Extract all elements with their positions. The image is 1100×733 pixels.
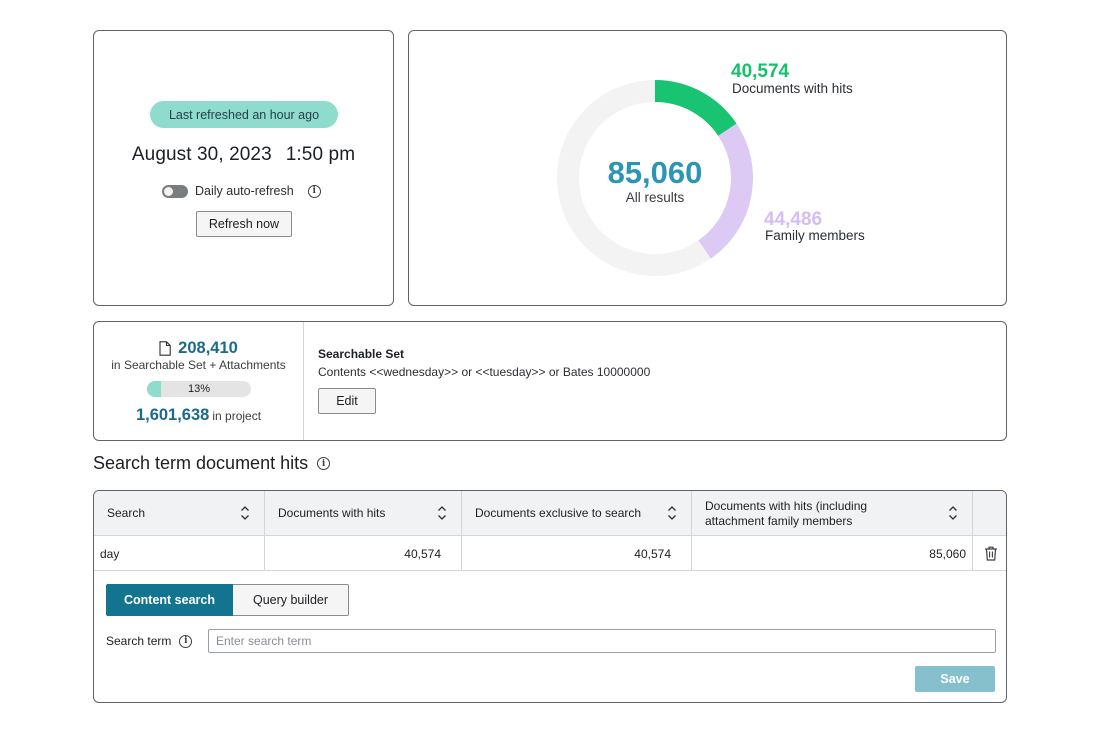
set-progress-label: 13% xyxy=(187,383,211,395)
search-term-label-row: Search term i xyxy=(106,633,193,649)
save-button[interactable]: Save xyxy=(915,666,995,692)
project-count-caption: in project xyxy=(212,409,262,423)
slice-value-family: 44,486 xyxy=(764,209,822,230)
set-count-caption: in Searchable Set + Attachments xyxy=(111,358,286,372)
document-icon xyxy=(159,341,171,356)
set-progress-fill xyxy=(147,381,161,397)
set-count: 208,410 xyxy=(178,339,238,357)
table-row: day 40,574 40,574 85,060 xyxy=(94,536,1006,571)
set-progress-bar: 13% xyxy=(147,381,251,397)
column-header-label: Documents with hits xyxy=(278,506,386,520)
refresh-now-button[interactable]: Refresh now xyxy=(196,211,292,237)
column-header-label: Documents with hits (including attachmen… xyxy=(705,498,868,528)
cell-exclusive: 40,574 xyxy=(462,536,692,571)
searchable-set-title: Searchable Set xyxy=(318,347,405,361)
info-icon[interactable]: i xyxy=(307,184,321,198)
project-count: 1,601,638 xyxy=(135,406,210,424)
refresh-time: 1:50 pm xyxy=(285,144,356,165)
info-icon[interactable]: i xyxy=(179,634,193,648)
auto-refresh-label: Daily auto-refresh xyxy=(195,184,294,198)
total-count: 85,060 xyxy=(608,155,703,190)
refresh-card: Last refreshed an hour ago August 30, 20… xyxy=(93,30,394,306)
sort-icon[interactable] xyxy=(437,505,447,521)
column-header-label: Search xyxy=(107,506,146,520)
table-header: Search Documents with hits Documents exc… xyxy=(94,491,1006,536)
cell-search: day xyxy=(94,536,265,571)
slice-value-hits: 40,574 xyxy=(731,61,790,82)
set-summary: 208,410 in Searchable Set + Attachments … xyxy=(94,322,304,440)
cell-with-family: 85,060 xyxy=(692,536,973,571)
donut-slice-hits xyxy=(654,80,737,137)
set-count-row: 208,410 xyxy=(94,339,303,358)
search-term-label: Search term xyxy=(106,634,172,648)
column-header-search[interactable]: Search xyxy=(94,491,265,536)
cell-hits: 40,574 xyxy=(265,536,462,571)
total-label: All results xyxy=(626,190,685,205)
auto-refresh-row: Daily auto-refresh i xyxy=(162,182,321,200)
column-header-hits[interactable]: Documents with hits xyxy=(265,491,462,536)
info-icon[interactable]: i xyxy=(317,457,331,470)
column-header-label: Documents exclusive to search xyxy=(475,506,642,520)
column-header-exclusive[interactable]: Documents exclusive to search xyxy=(462,491,692,536)
sort-icon[interactable] xyxy=(948,505,958,521)
sort-icon[interactable] xyxy=(667,505,677,521)
project-count-row: 1,601,638 in project xyxy=(94,406,303,425)
searchable-set-query: Contents <<wednesday>> or <<tuesday>> or… xyxy=(318,365,651,379)
section-title: Search term document hits i xyxy=(93,453,331,474)
slice-name-hits: Documents with hits xyxy=(732,81,853,96)
donut-slice-family xyxy=(698,123,753,259)
edit-button[interactable]: Edit xyxy=(318,388,376,414)
sort-icon[interactable] xyxy=(240,505,250,521)
tab-content-search[interactable]: Content search xyxy=(106,584,233,616)
search-term-input[interactable] xyxy=(208,629,996,653)
trash-icon[interactable] xyxy=(984,546,998,561)
searchable-set-card: 208,410 in Searchable Set + Attachments … xyxy=(93,321,1007,441)
auto-refresh-toggle[interactable] xyxy=(162,184,188,198)
column-header-with-family[interactable]: Documents with hits (including attachmen… xyxy=(692,491,973,536)
section-title-text: Search term document hits xyxy=(93,453,309,473)
slice-name-family: Family members xyxy=(765,228,865,243)
search-hits-table-card: Search Documents with hits Documents exc… xyxy=(93,490,1007,703)
tab-query-builder[interactable]: Query builder xyxy=(233,584,349,616)
refresh-datetime: August 30, 2023 1:50 pm xyxy=(94,144,393,166)
refresh-date: August 30, 2023 xyxy=(131,144,272,165)
results-donut-card: 85,060 All results 40,574 Documents with hi… xyxy=(408,30,1007,306)
last-refreshed-badge: Last refreshed an hour ago xyxy=(150,101,338,128)
